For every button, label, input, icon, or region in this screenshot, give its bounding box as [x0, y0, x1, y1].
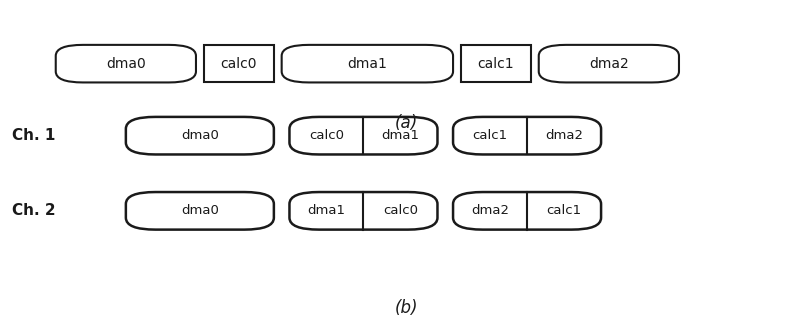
Text: Ch. 1: Ch. 1	[12, 128, 56, 143]
FancyBboxPatch shape	[126, 192, 274, 230]
Text: dma0: dma0	[106, 57, 146, 71]
FancyBboxPatch shape	[290, 117, 438, 154]
Text: dma2: dma2	[545, 129, 583, 142]
FancyBboxPatch shape	[453, 117, 601, 154]
Text: calc0: calc0	[221, 57, 257, 71]
Text: dma0: dma0	[181, 204, 219, 217]
Text: dma2: dma2	[471, 204, 509, 217]
Text: calc0: calc0	[309, 129, 344, 142]
Text: (a): (a)	[394, 114, 418, 132]
Text: Ch. 2: Ch. 2	[12, 203, 56, 218]
Text: dma1: dma1	[382, 129, 419, 142]
FancyBboxPatch shape	[453, 192, 601, 230]
Text: dma0: dma0	[181, 129, 219, 142]
Text: dma2: dma2	[589, 57, 629, 71]
Text: calc0: calc0	[383, 204, 418, 217]
Text: calc1: calc1	[478, 57, 514, 71]
Text: dma1: dma1	[347, 57, 387, 71]
Text: calc1: calc1	[473, 129, 508, 142]
Text: (b): (b)	[394, 299, 418, 317]
FancyBboxPatch shape	[282, 45, 453, 82]
FancyBboxPatch shape	[461, 45, 531, 82]
FancyBboxPatch shape	[290, 192, 438, 230]
FancyBboxPatch shape	[56, 45, 196, 82]
FancyBboxPatch shape	[204, 45, 274, 82]
Text: calc1: calc1	[546, 204, 582, 217]
Text: dma1: dma1	[307, 204, 346, 217]
FancyBboxPatch shape	[538, 45, 679, 82]
FancyBboxPatch shape	[126, 117, 274, 154]
